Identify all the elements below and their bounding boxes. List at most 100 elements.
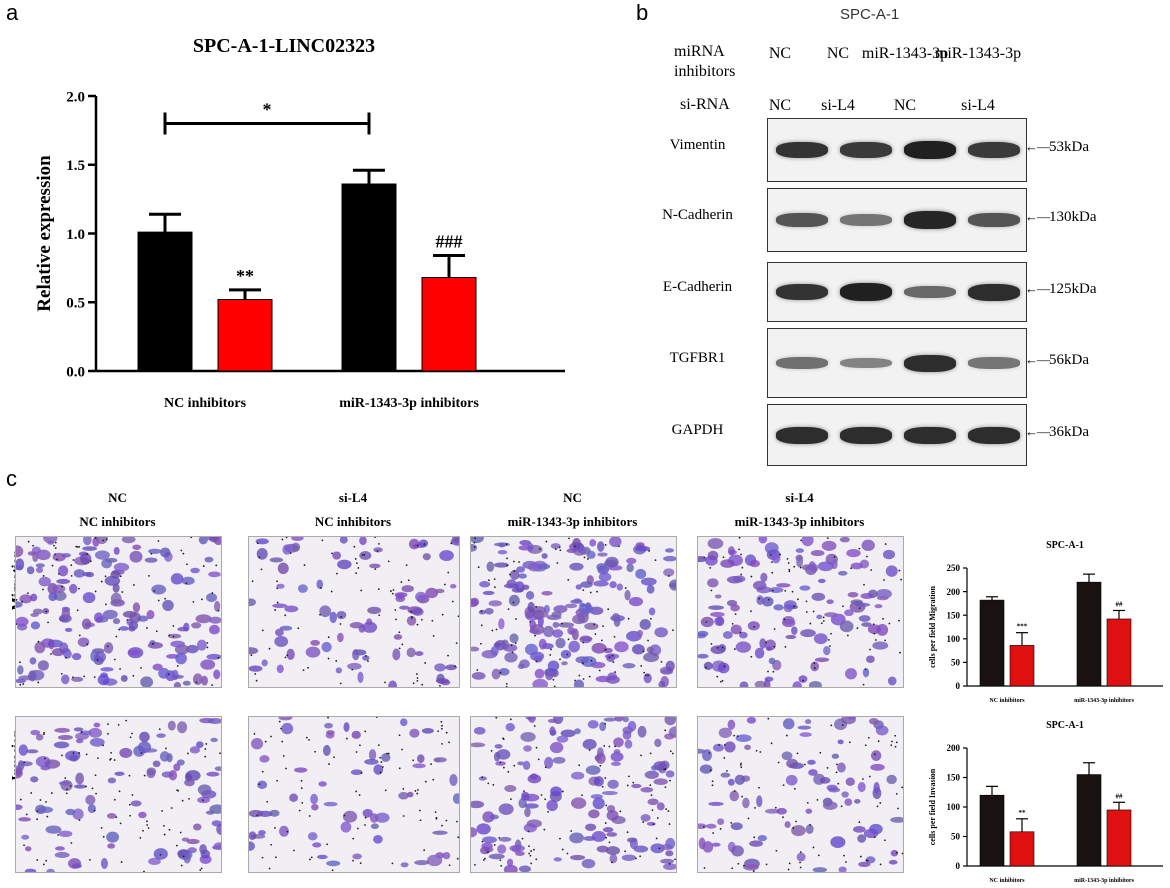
micrograph-image bbox=[15, 716, 222, 873]
stained-cell bbox=[48, 592, 58, 602]
membrane-pore bbox=[54, 547, 57, 550]
stained-cell bbox=[760, 572, 768, 583]
membrane-pore bbox=[188, 797, 190, 800]
panel-label-c: c bbox=[6, 466, 17, 491]
stained-cell bbox=[768, 657, 776, 665]
stained-cell bbox=[593, 580, 609, 587]
membrane-pore bbox=[813, 662, 816, 665]
membrane-pore bbox=[157, 599, 160, 602]
membrane-pore bbox=[803, 763, 806, 766]
y-tick-label: 0.5 bbox=[66, 296, 85, 312]
membrane-pore bbox=[16, 623, 18, 626]
membrane-pore bbox=[884, 543, 887, 545]
membrane-pore bbox=[274, 856, 277, 859]
stained-cell bbox=[43, 537, 58, 544]
membrane-pore bbox=[394, 609, 397, 611]
stained-cell bbox=[861, 622, 872, 627]
membrane-pore bbox=[603, 745, 606, 747]
stained-cell bbox=[73, 569, 85, 578]
stained-cell bbox=[214, 766, 221, 772]
stained-cell bbox=[478, 776, 487, 781]
membrane-pore bbox=[505, 682, 508, 685]
stained-cell bbox=[486, 561, 495, 572]
membrane-pore bbox=[19, 798, 22, 801]
membrane-pore bbox=[339, 682, 342, 685]
stained-cell bbox=[258, 830, 266, 836]
membrane-pore bbox=[607, 608, 610, 611]
membrane-pore bbox=[736, 735, 739, 738]
membrane-pore bbox=[398, 647, 401, 650]
membrane-pore bbox=[750, 575, 753, 578]
stained-cell bbox=[622, 717, 629, 723]
membrane-pore bbox=[649, 784, 652, 787]
membrane-pore bbox=[734, 613, 737, 616]
stained-cell bbox=[449, 584, 457, 589]
stained-cell bbox=[279, 825, 290, 837]
stained-cell bbox=[609, 537, 622, 548]
membrane-pore bbox=[787, 868, 790, 871]
membrane-pore bbox=[150, 552, 153, 555]
membrane-pore bbox=[125, 719, 128, 722]
membrane-pore bbox=[274, 609, 277, 611]
stained-cell bbox=[97, 674, 110, 686]
membrane-pore bbox=[490, 749, 493, 752]
membrane-pore bbox=[364, 730, 367, 733]
stained-cell bbox=[503, 864, 518, 872]
stained-cell bbox=[698, 653, 709, 659]
stained-cell bbox=[749, 559, 761, 568]
stained-cell bbox=[411, 607, 424, 616]
stained-cell bbox=[497, 844, 507, 854]
stained-cell bbox=[307, 832, 318, 841]
stained-cell bbox=[393, 634, 403, 640]
membrane-pore bbox=[104, 603, 107, 606]
membrane-pore bbox=[788, 568, 791, 571]
stained-cell bbox=[93, 612, 104, 624]
stained-cell bbox=[37, 660, 49, 671]
membrane-pore bbox=[771, 571, 774, 574]
blot-band bbox=[968, 283, 1020, 301]
stained-cell bbox=[29, 669, 45, 681]
stained-cell bbox=[206, 771, 220, 777]
stained-cell bbox=[553, 605, 568, 614]
membrane-pore bbox=[901, 786, 903, 789]
membrane-pore bbox=[739, 631, 742, 634]
membrane-pore bbox=[336, 572, 338, 575]
membrane-pore bbox=[147, 827, 150, 829]
kda-label: 130kDa bbox=[1049, 209, 1097, 225]
membrane-pore bbox=[356, 562, 358, 565]
membrane-pore bbox=[640, 754, 642, 757]
membrane-pore bbox=[457, 836, 459, 839]
stained-cell bbox=[656, 802, 665, 811]
membrane-pore bbox=[187, 752, 189, 755]
membrane-pore bbox=[890, 744, 893, 747]
y-axis-label: cells per field Migration bbox=[928, 586, 937, 668]
membrane-pore bbox=[723, 665, 726, 668]
stained-cell bbox=[471, 646, 480, 652]
stained-cell bbox=[35, 733, 44, 741]
stained-cell bbox=[518, 865, 532, 872]
stained-cell bbox=[81, 618, 92, 630]
stained-cell bbox=[19, 594, 33, 604]
membrane-pore bbox=[858, 821, 861, 824]
stained-cell bbox=[852, 826, 866, 833]
stained-cell bbox=[36, 549, 51, 561]
stained-cell bbox=[110, 592, 122, 605]
stained-cell bbox=[585, 823, 597, 832]
membrane-pore bbox=[665, 808, 667, 811]
stained-cell bbox=[17, 760, 25, 772]
membrane-pore bbox=[50, 792, 53, 794]
membrane-pore bbox=[410, 610, 413, 613]
membrane-pore bbox=[284, 656, 287, 659]
stained-cell bbox=[72, 808, 84, 820]
stained-cell bbox=[560, 649, 572, 659]
membrane-pore bbox=[36, 859, 39, 861]
membrane-pore bbox=[559, 549, 562, 552]
stained-cell bbox=[113, 547, 120, 555]
stained-cell bbox=[343, 722, 350, 732]
stained-cell bbox=[318, 781, 327, 787]
membrane-pore bbox=[56, 558, 59, 561]
stained-cell bbox=[754, 680, 767, 687]
stained-cell bbox=[580, 581, 593, 588]
membrane-pore bbox=[544, 766, 547, 769]
membrane-pore bbox=[651, 809, 654, 812]
